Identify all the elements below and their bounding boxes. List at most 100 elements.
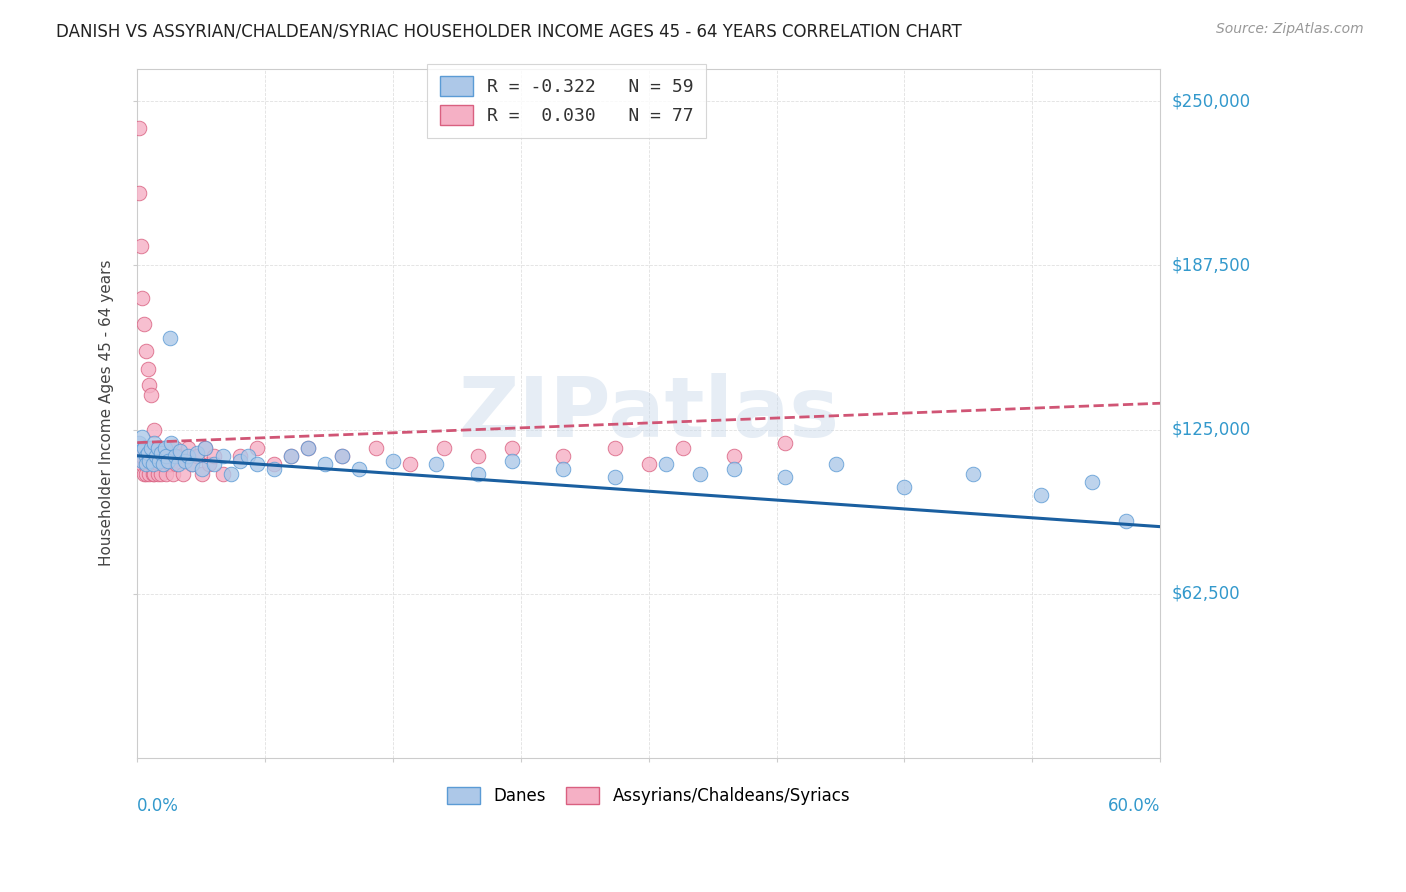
Point xyxy=(723,462,745,476)
Point xyxy=(131,291,153,305)
Point xyxy=(236,449,259,463)
Point xyxy=(129,238,152,252)
Point xyxy=(146,467,169,482)
Point xyxy=(211,449,233,463)
Point xyxy=(136,457,159,471)
Point xyxy=(146,441,169,455)
Y-axis label: Householder Income Ages 45 - 64 years: Householder Income Ages 45 - 64 years xyxy=(100,260,114,566)
Point xyxy=(128,120,150,135)
Point xyxy=(773,435,796,450)
Point xyxy=(501,441,523,455)
Point xyxy=(202,449,225,463)
Point xyxy=(246,457,269,471)
Point xyxy=(159,330,181,344)
Point xyxy=(131,430,153,444)
Text: $62,500: $62,500 xyxy=(1171,584,1240,603)
Point xyxy=(150,449,173,463)
Point xyxy=(143,435,166,450)
Point xyxy=(174,454,197,468)
Point xyxy=(364,441,387,455)
Point xyxy=(152,441,174,455)
Point xyxy=(136,446,159,460)
Point xyxy=(132,441,155,455)
Point xyxy=(162,467,184,482)
Point xyxy=(142,467,165,482)
Point xyxy=(603,469,626,483)
Point xyxy=(135,449,157,463)
Point xyxy=(228,454,250,468)
Point xyxy=(169,449,191,463)
Point xyxy=(202,457,225,471)
Point xyxy=(347,462,370,476)
Point xyxy=(143,423,166,437)
Point xyxy=(138,449,160,463)
Text: 60.0%: 60.0% xyxy=(1108,797,1160,814)
Point xyxy=(553,449,575,463)
Point xyxy=(160,449,183,463)
Point xyxy=(135,457,157,471)
Point xyxy=(194,441,217,455)
Point xyxy=(153,449,176,463)
Point xyxy=(156,454,179,468)
Point xyxy=(330,449,353,463)
Point xyxy=(139,441,162,455)
Point xyxy=(148,454,170,468)
Point xyxy=(128,435,150,450)
Point xyxy=(211,467,233,482)
Point xyxy=(142,457,165,471)
Point xyxy=(280,449,302,463)
Point xyxy=(135,467,157,482)
Point xyxy=(156,441,179,455)
Point xyxy=(153,441,176,455)
Point xyxy=(160,435,183,450)
Point xyxy=(962,467,984,482)
Point xyxy=(297,441,319,455)
Point xyxy=(689,467,711,482)
Point xyxy=(180,457,202,471)
Point xyxy=(152,457,174,471)
Point xyxy=(893,480,915,494)
Point xyxy=(169,443,191,458)
Point xyxy=(637,457,659,471)
Point xyxy=(155,467,177,482)
Point xyxy=(177,449,200,463)
Point xyxy=(135,457,157,471)
Point xyxy=(138,377,160,392)
Point xyxy=(142,441,165,455)
Point xyxy=(129,449,152,463)
Text: $187,500: $187,500 xyxy=(1171,256,1250,275)
Point xyxy=(280,449,302,463)
Point xyxy=(1029,488,1052,502)
Point xyxy=(146,449,169,463)
Point xyxy=(297,441,319,455)
Point xyxy=(330,449,353,463)
Point xyxy=(163,441,186,455)
Point xyxy=(672,441,695,455)
Point xyxy=(150,446,173,460)
Point xyxy=(654,457,676,471)
Point xyxy=(145,441,167,455)
Point xyxy=(128,186,150,201)
Point xyxy=(159,457,181,471)
Point xyxy=(433,441,456,455)
Point xyxy=(138,454,160,468)
Point xyxy=(148,457,170,471)
Point xyxy=(180,457,202,471)
Point xyxy=(131,449,153,463)
Legend: Danes, Assyrians/Chaldeans/Syriacs: Danes, Assyrians/Chaldeans/Syriacs xyxy=(440,780,858,812)
Point xyxy=(135,343,157,358)
Point xyxy=(132,467,155,482)
Text: DANISH VS ASSYRIAN/CHALDEAN/SYRIAC HOUSEHOLDER INCOME AGES 45 - 64 YEARS CORRELA: DANISH VS ASSYRIAN/CHALDEAN/SYRIAC HOUSE… xyxy=(56,22,962,40)
Point xyxy=(186,446,208,460)
Point xyxy=(163,449,186,463)
Point xyxy=(381,454,404,468)
Point xyxy=(131,457,153,471)
Text: $250,000: $250,000 xyxy=(1171,93,1250,111)
Point xyxy=(246,441,269,455)
Point xyxy=(167,457,190,471)
Point xyxy=(425,457,447,471)
Point xyxy=(142,457,165,471)
Point xyxy=(138,441,160,455)
Point xyxy=(219,467,242,482)
Point xyxy=(603,441,626,455)
